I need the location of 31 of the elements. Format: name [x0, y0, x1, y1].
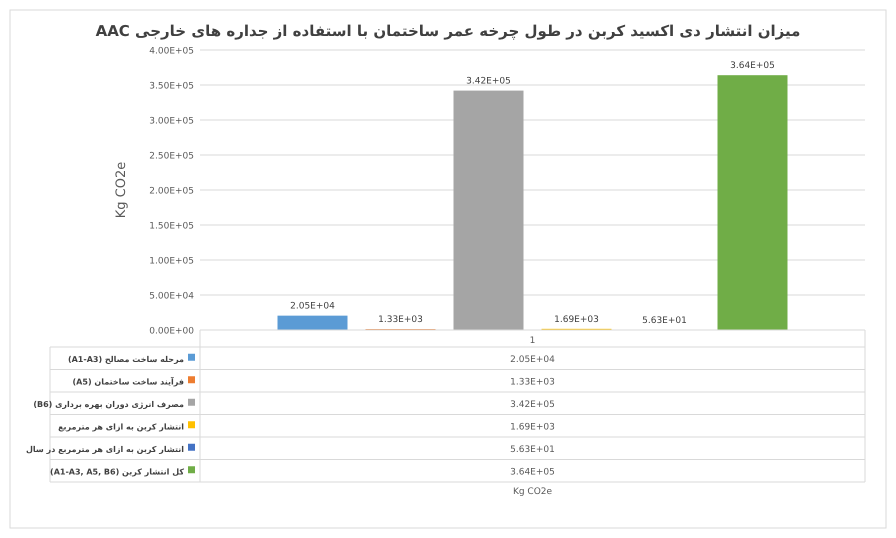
- y-tick-label: 1.50E+05: [149, 222, 194, 232]
- y-tick-label: 2.50E+05: [149, 152, 194, 162]
- data-label: 1.69E+03: [554, 314, 599, 325]
- y-tick-label: 3.00E+05: [149, 116, 194, 126]
- chart-title: میزان انتشار دی اکسید کربن در طول چرخه عمر ساختمان با استفاده از جداره های خارجی AAC: [96, 22, 800, 40]
- legend-label: مصرف انرژی دوران بهره برداری (B6): [33, 400, 184, 409]
- data-label: 1.33E+03: [378, 315, 423, 326]
- data-label: 2.05E+04: [290, 302, 336, 312]
- text: 1.69E+03: [510, 422, 555, 432]
- legend-label: مرحله ساخت مصالح (A1-A3): [68, 354, 184, 364]
- y-tick-label: 5.00E+04: [149, 292, 194, 302]
- legend-label: انتشار کربن به ازای هر مترمربع: [58, 422, 184, 432]
- text: 3.42E+05: [510, 400, 555, 410]
- y-tick-label: 0.00E+00: [149, 326, 194, 336]
- text: 3.64E+05: [510, 467, 555, 478]
- text: 1.33E+03: [510, 377, 555, 388]
- text: 2.05E+04: [510, 354, 555, 365]
- y-tick-label: 2.00E+05: [149, 186, 194, 196]
- data-label: 5.63E+01: [642, 316, 687, 326]
- legend-label: انتشار کربن به ازای هر مترمربع در سال: [26, 444, 184, 454]
- text: 5.63E+01: [510, 444, 555, 455]
- legend-label: کل انتشار کربن (A1-A3, A5, B6): [50, 467, 184, 476]
- data-label: 3.42E+05: [466, 76, 511, 87]
- y-tick-label: 3.50E+05: [149, 82, 194, 92]
- legend-label: فرآیند ساخت ساختمان (A5): [72, 376, 184, 386]
- text: Kg CO2e: [512, 487, 553, 497]
- y-tick-label: 1.00E+05: [149, 256, 194, 266]
- x-tick-label: 1: [530, 336, 536, 346]
- y-axis-title: Kg CO2e: [114, 162, 129, 218]
- y-tick-label: 4.00E+05: [149, 46, 194, 56]
- data-label: 3.64E+05: [730, 61, 775, 72]
